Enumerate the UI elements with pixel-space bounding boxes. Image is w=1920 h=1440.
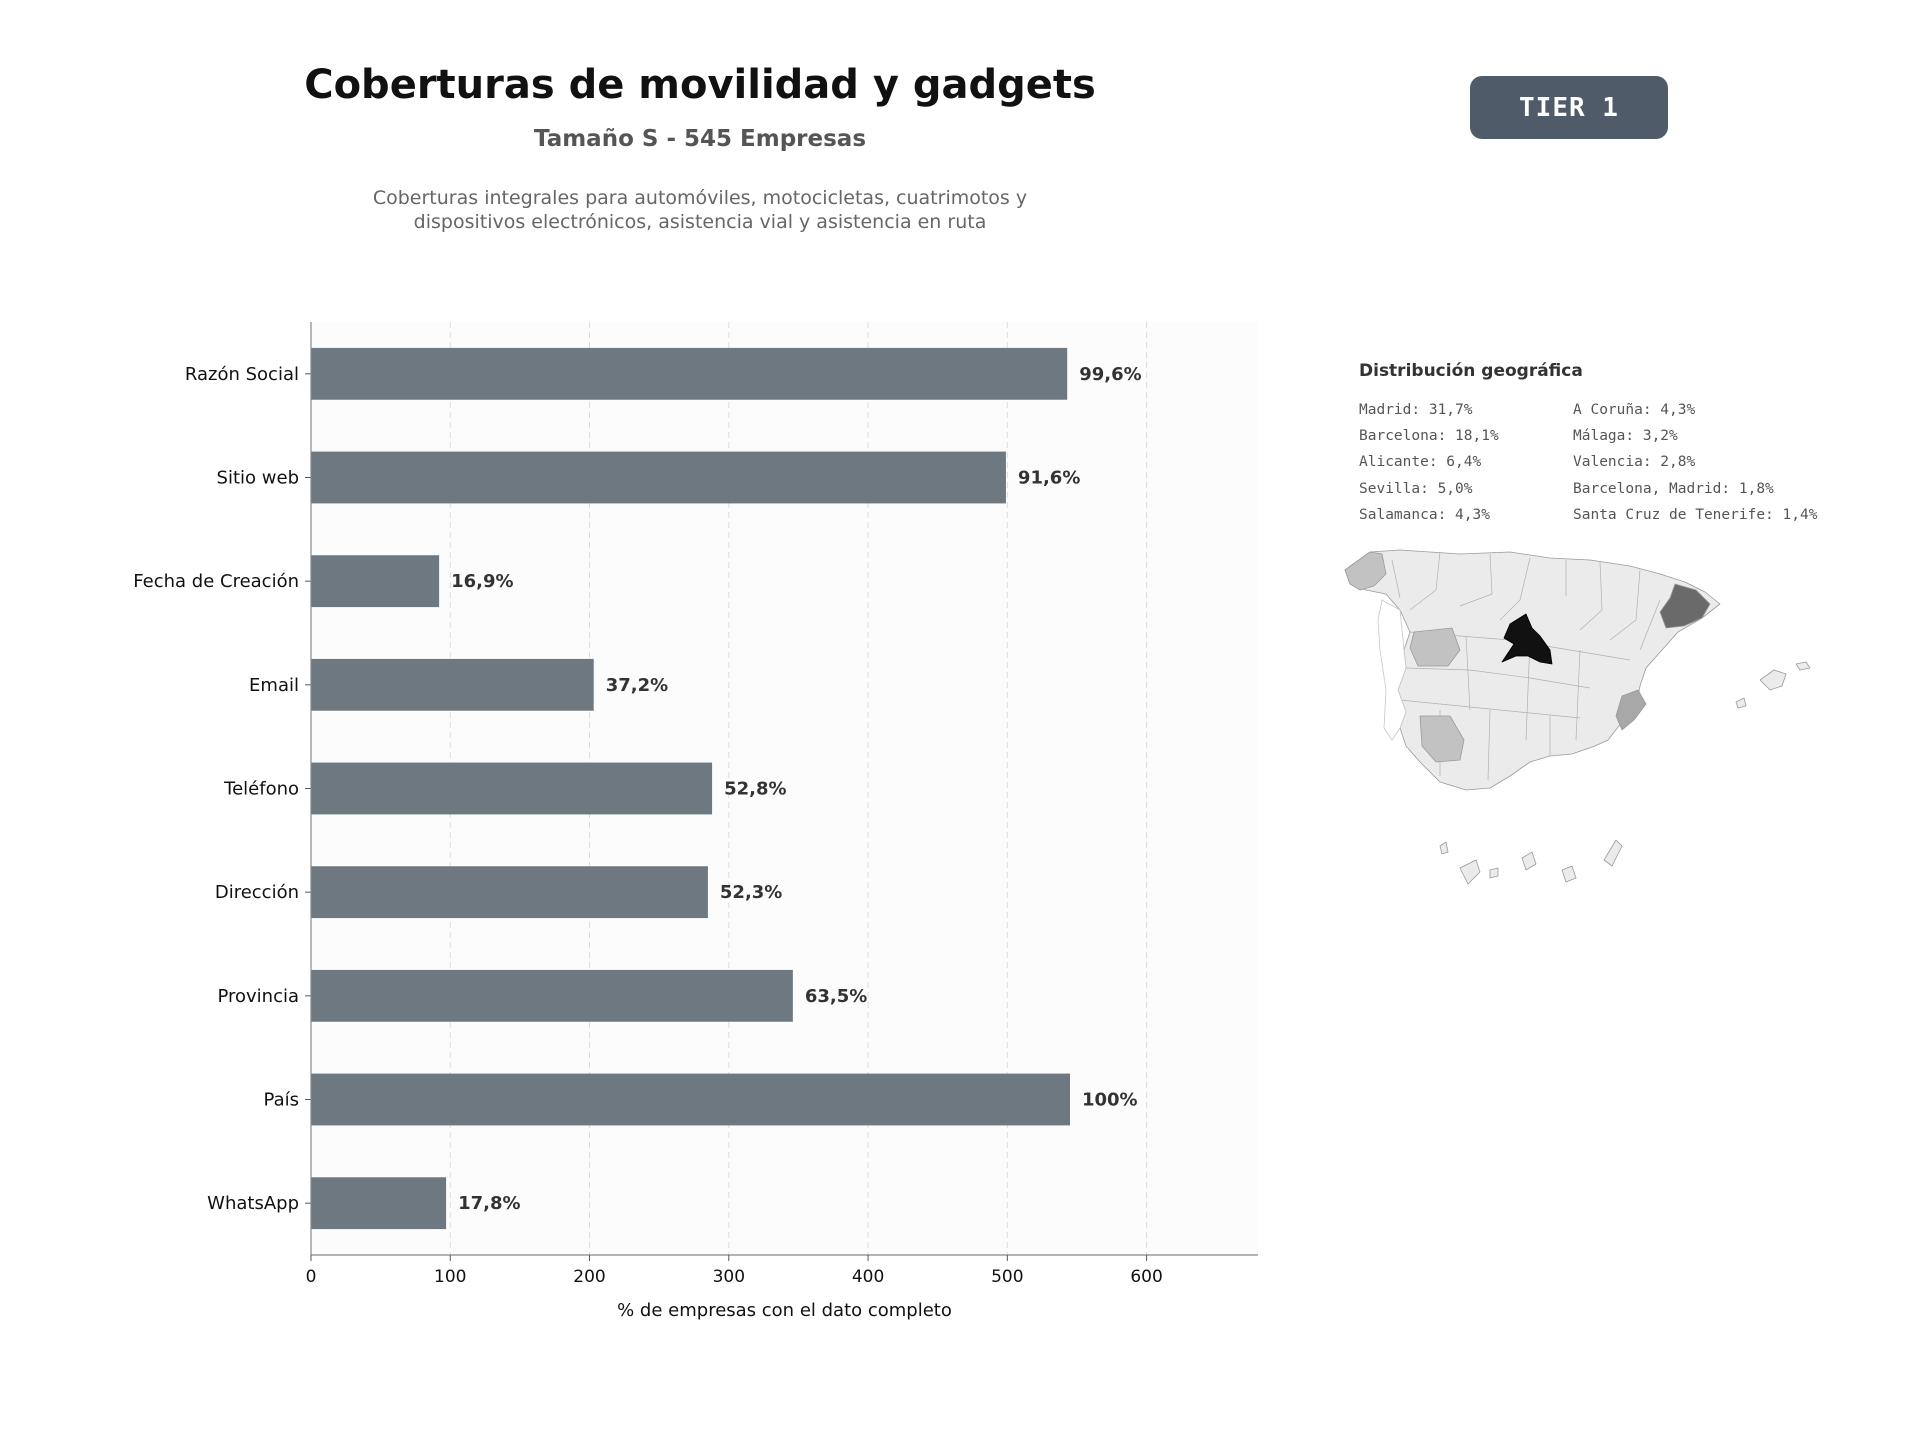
geo-distribution-list: Madrid: 31,7% A Coruña: 4,3% Barcelona: … <box>1359 397 1839 528</box>
y-tick-label: Razón Social <box>185 364 299 385</box>
page-description: Coberturas integrales para automóviles, … <box>300 186 1100 234</box>
x-tick-label: 300 <box>713 1267 745 1287</box>
geo-item: Santa Cruz de Tenerife: 1,4% <box>1573 506 1818 523</box>
map-portugal-border <box>1377 599 1407 741</box>
data-label: 99,6% <box>1079 364 1141 385</box>
geo-item: Valencia: 2,8% <box>1573 454 1696 471</box>
map-region-baleares <box>1735 661 1811 709</box>
bar <box>311 658 594 711</box>
x-tick-label: 600 <box>1130 1267 1162 1287</box>
y-tick-label: WhatsApp <box>207 1193 299 1214</box>
map-region-sevilla <box>1419 715 1465 763</box>
data-label: 52,8% <box>724 779 786 800</box>
spain-choropleth-map <box>1344 549 1811 885</box>
map-region-barcelona <box>1659 583 1711 629</box>
geo-item: Salamanca: 4,3% <box>1359 506 1490 523</box>
bar-chart: Razón Social 99,6% Sitio web 91,6% Fecha de … <box>133 322 1258 1321</box>
x-axis-label: % de empresas con el dato completo <box>617 1300 952 1321</box>
geo-item: Sevilla: 5,0% <box>1359 480 1473 497</box>
page-subtitle: Tamaño S - 545 Empresas <box>533 126 867 152</box>
data-label: 63,5% <box>805 986 867 1007</box>
bar <box>311 866 708 919</box>
bar <box>311 555 440 608</box>
page-title: Coberturas de movilidad y gadgets <box>304 62 1096 108</box>
map-region-a-coruna <box>1344 551 1387 591</box>
x-tick-label: 400 <box>852 1267 884 1287</box>
geo-distribution-title: Distribución geográfica <box>1359 361 1583 381</box>
bar <box>311 969 793 1022</box>
map-region-madrid <box>1501 613 1553 665</box>
bar <box>311 1073 1070 1126</box>
map-region-alicante <box>1615 689 1647 731</box>
geo-item: Alicante: 6,4% <box>1359 454 1482 471</box>
y-tick-label: Dirección <box>215 882 299 903</box>
geo-item: Barcelona, Madrid: 1,8% <box>1573 480 1774 497</box>
geo-item: Madrid: 31,7% <box>1359 402 1473 418</box>
x-tick-label: 200 <box>573 1267 605 1287</box>
y-tick-label: Fecha de Creación <box>133 571 299 592</box>
data-label: 100% <box>1082 1090 1138 1111</box>
bar <box>311 1177 447 1230</box>
y-tick-label: Provincia <box>217 986 299 1007</box>
data-label: 52,3% <box>720 882 782 903</box>
geo-item: Barcelona: 18,1% <box>1359 428 1499 445</box>
bar <box>311 451 1006 504</box>
data-label: 16,9% <box>451 571 513 592</box>
data-label: 37,2% <box>606 675 668 696</box>
data-label: 91,6% <box>1018 468 1080 489</box>
y-tick-label: Sitio web <box>217 468 299 489</box>
y-tick-label: Email <box>249 675 299 696</box>
bar <box>311 762 713 815</box>
x-tick-label: 0 <box>306 1267 317 1287</box>
tier-badge: TIER 1 <box>1470 76 1668 139</box>
x-tick-label: 500 <box>991 1267 1023 1287</box>
bar <box>311 347 1068 400</box>
y-tick-label: Teléfono <box>223 779 299 800</box>
x-tick-label: 100 <box>434 1267 466 1287</box>
geo-item: A Coruña: 4,3% <box>1573 402 1696 418</box>
map-region-canarias <box>1439 839 1623 885</box>
data-label: 17,8% <box>458 1193 520 1214</box>
y-tick-label: País <box>264 1090 299 1111</box>
description-line-2: dispositivos electrónicos, asistencia vi… <box>413 211 987 233</box>
description-line-1: Coberturas integrales para automóviles, … <box>372 187 1028 209</box>
geo-item: Málaga: 3,2% <box>1573 428 1678 445</box>
map-region-salamanca <box>1409 627 1461 667</box>
